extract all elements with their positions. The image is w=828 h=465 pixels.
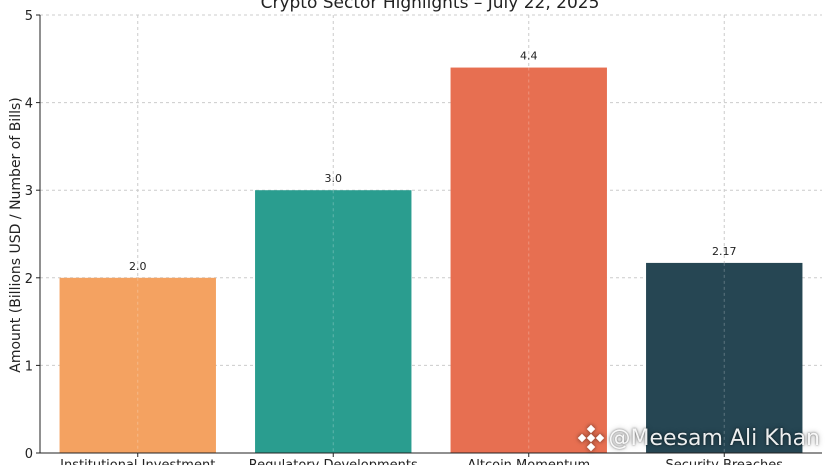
y-axis-label: Amount (Billions USD / Number of Bills) [8, 97, 24, 372]
x-tick-label: Altcoin Momentum [467, 458, 590, 465]
bar-value-label: 4.4 [520, 50, 538, 63]
chart-title: Crypto Sector Highlights – July 22, 2025 [261, 0, 600, 13]
bar [450, 67, 607, 453]
y-tick-labels: 0 1 2 3 4 5 [25, 9, 40, 462]
bar [646, 262, 803, 453]
y-tick-label: 3 [25, 184, 33, 199]
bar [255, 190, 412, 453]
watermark-text: @Meesam Ali Khan [608, 425, 820, 451]
bars-group [59, 67, 803, 453]
bar-value-label: 3.0 [325, 172, 343, 185]
x-tick-label: Security Breaches [665, 458, 783, 465]
y-tick-label: 4 [25, 97, 33, 112]
bar-value-labels: 2.0 3.0 4.4 2.17 [129, 50, 737, 273]
bar [59, 277, 216, 453]
bar-value-label: 2.17 [712, 245, 737, 258]
x-tick-label: Institutional Investment [60, 458, 215, 465]
axes [39, 15, 822, 454]
x-tick-labels: Institutional Investment Regulatory Devel… [60, 453, 783, 465]
x-tick-label: Regulatory Developments [249, 458, 418, 465]
y-tick-label: 2 [25, 272, 33, 287]
binance-diamond-icon [577, 424, 604, 452]
y-tick-label: 1 [25, 359, 33, 374]
watermark: @Meesam Ali Khan [577, 421, 820, 455]
y-tick-label: 0 [25, 447, 33, 462]
bar-value-label: 2.0 [129, 260, 147, 273]
y-tick-label: 5 [25, 9, 33, 24]
